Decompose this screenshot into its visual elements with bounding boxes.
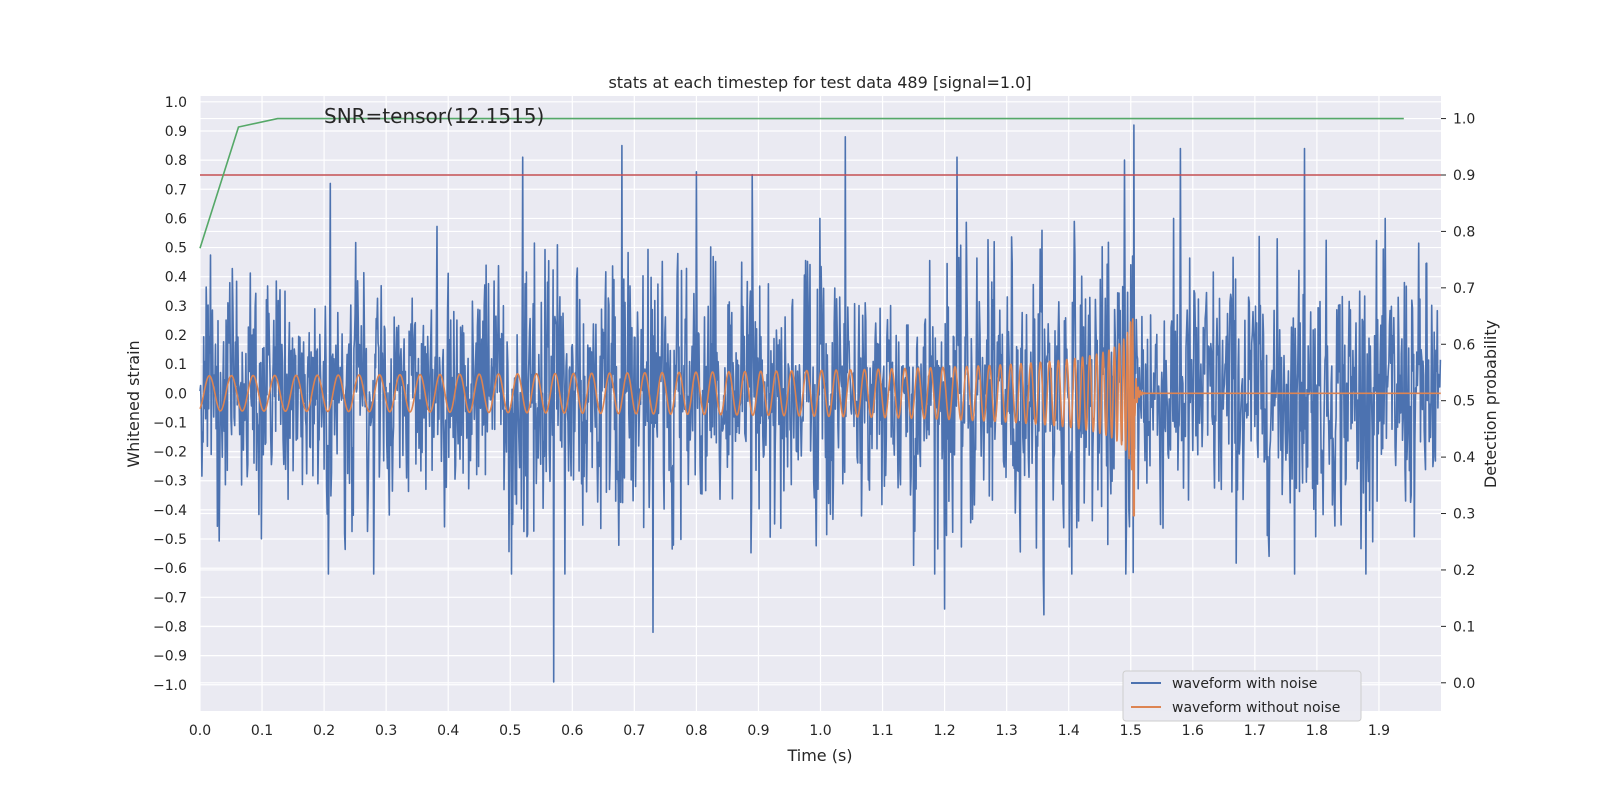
y2-tick-label: 0.4 — [1453, 450, 1475, 466]
x-tick-label: 1.6 — [1182, 723, 1204, 739]
y2-tick-label: 0.6 — [1453, 337, 1475, 353]
x-tick-label: 1.2 — [933, 723, 955, 739]
x-tick-label: 1.0 — [809, 723, 831, 739]
x-tick-label: 0.6 — [561, 723, 583, 739]
chart-title: stats at each timestep for test data 489… — [608, 73, 1031, 92]
y-tick-label: −0.1 — [153, 415, 187, 431]
y2-axis-label: Detection probability — [1481, 320, 1500, 488]
y-tick-label: −0.5 — [153, 532, 187, 548]
y-tick-label: −0.7 — [153, 590, 187, 606]
y2-tick-label: 0.8 — [1453, 224, 1475, 240]
legend-label-noisy: waveform with noise — [1172, 676, 1317, 692]
y-tick-label: −0.9 — [153, 649, 187, 665]
y2-tick-label: 0.3 — [1453, 507, 1475, 523]
x-tick-label: 0.9 — [747, 723, 769, 739]
y-tick-label: −1.0 — [153, 678, 187, 694]
x-tick-label: 1.8 — [1306, 723, 1328, 739]
y-axis-label: Whitened strain — [124, 340, 143, 467]
y-tick-label: −0.8 — [153, 619, 187, 635]
y2-tick-label: 0.7 — [1453, 281, 1475, 297]
legend-label-clean: waveform without noise — [1172, 700, 1340, 716]
y2-tick-label: 0.9 — [1453, 168, 1475, 184]
y-tick-label: 0.4 — [165, 270, 187, 286]
x-tick-label: 0.5 — [499, 723, 521, 739]
y2-tick-label: 0.5 — [1453, 394, 1475, 410]
x-tick-label: 1.3 — [996, 723, 1018, 739]
snr-annotation: SNR=tensor(12.1515) — [324, 104, 544, 128]
y2-tick-label: 0.1 — [1453, 619, 1475, 635]
y-tick-label: 0.5 — [165, 241, 187, 257]
x-tick-label: 1.4 — [1058, 723, 1080, 739]
y-tick-label: −0.2 — [153, 445, 187, 461]
x-tick-label: 0.2 — [313, 723, 335, 739]
y-tick-label: −0.4 — [153, 503, 187, 519]
y-tick-label: −0.6 — [153, 561, 187, 577]
y-tick-label: −0.3 — [153, 474, 187, 490]
x-tick-label: 1.9 — [1368, 723, 1390, 739]
noisy-waveform-line — [199, 124, 1442, 683]
y-tick-label: 0.8 — [165, 153, 187, 169]
x-tick-label: 0.1 — [251, 723, 273, 739]
y-tick-label: 0.6 — [165, 211, 187, 227]
y-tick-label: 0.2 — [165, 328, 187, 344]
y2-tick-label: 0.0 — [1453, 676, 1475, 692]
detection-probability-line — [199, 117, 1404, 249]
plot-area — [199, 117, 1442, 683]
clean-waveform-line — [199, 318, 1442, 517]
x-tick-label: 0.8 — [685, 723, 707, 739]
y-tick-label: 0.9 — [165, 124, 187, 140]
legend-box — [1122, 670, 1362, 722]
y-tick-label: 0.7 — [165, 182, 187, 198]
y-tick-label: 1.0 — [165, 95, 187, 111]
y2-tick-label: 1.0 — [1453, 112, 1475, 128]
y-tick-labels: 1.0 0.9 0.8 0.7 0.6 0.5 0.4 0.3 0.2 0.1 0.0 −0.1 −0.… — [153, 95, 187, 694]
x-tick-label: 0.4 — [437, 723, 459, 739]
x-tick-labels: 0.0 0.1 0.2 0.3 0.4 0.5 0.6 0.7 0.8 0.9 1.0 1.1 1.2 1… — [189, 723, 1390, 739]
x-tick-label: 1.5 — [1120, 723, 1142, 739]
legend: waveform with noise waveform without noi… — [1122, 670, 1362, 722]
x-tick-label: 1.1 — [871, 723, 893, 739]
x-tick-label: 1.7 — [1244, 723, 1266, 739]
y2-tick-labels: 1.0 0.9 0.8 0.7 0.6 0.5 0.4 0.3 0.2 0.1 0.0 — [1441, 112, 1475, 692]
x-tick-label: 0.3 — [375, 723, 397, 739]
x-axis-label: Time (s) — [786, 746, 852, 765]
y-tick-label: 0.0 — [165, 386, 187, 402]
y2-tick-label: 0.2 — [1453, 563, 1475, 579]
y-tick-label: 0.3 — [165, 299, 187, 315]
y-tick-label: 0.1 — [165, 357, 187, 373]
x-tick-label: 0.0 — [189, 723, 211, 739]
x-tick-label: 0.7 — [623, 723, 645, 739]
